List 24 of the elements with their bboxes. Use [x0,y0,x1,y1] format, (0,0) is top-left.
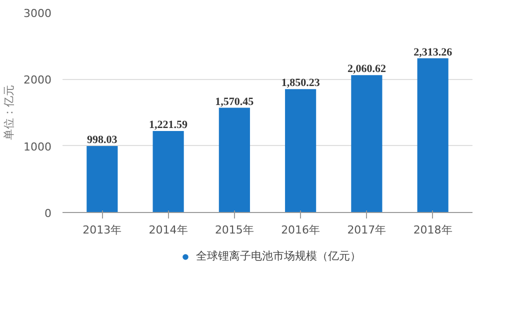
x-tick-label: 2018年 [413,224,452,236]
bar [285,89,316,212]
x-tick-label: 2016年 [281,224,320,236]
bar [351,75,382,212]
bar [152,131,184,212]
bar [86,146,118,212]
bar [218,108,250,212]
x-tick-label: 2014年 [148,224,188,236]
bar [417,58,448,212]
y-tick-label: 0 [44,207,52,220]
data-label: 1,850.23 [281,77,320,90]
data-label: 1,221.59 [149,119,188,132]
y-axis-title: 单位：亿元 [2,85,16,140]
x-tick-label: 2017年 [347,224,386,236]
y-tick-label: 1000 [24,140,52,154]
y-tick-label: 2000 [24,74,52,87]
data-label: 998.03 [87,134,118,146]
data-label: 2,313.26 [414,46,453,58]
data-label: 1,570.45 [215,96,254,108]
data-label: 2,060.62 [347,63,386,76]
x-tick-label: 2015年 [214,224,254,236]
y-tick-label: 3000 [24,7,52,20]
legend-label: 全球锂离子电池市场规模（亿元） [196,248,361,264]
x-tick-label: 2013年 [82,224,122,236]
